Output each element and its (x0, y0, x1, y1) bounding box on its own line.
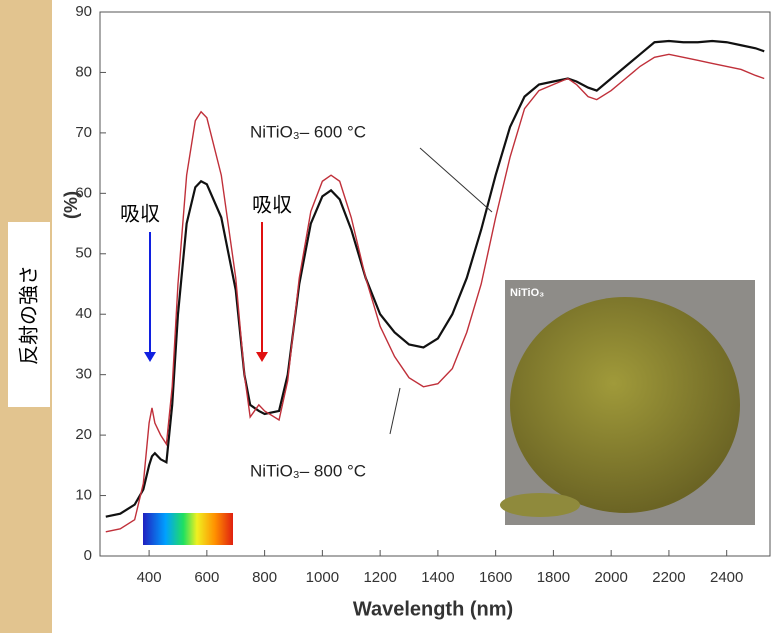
label-arrow (389, 387, 401, 435)
y-tick-label: 0 (84, 547, 92, 564)
x-tick-label: 600 (194, 569, 219, 586)
y-tick-label: 80 (75, 63, 92, 80)
y-tick-label: 70 (75, 124, 92, 141)
x-tick-label: 1800 (537, 569, 570, 586)
x-tick-label: 2200 (652, 569, 685, 586)
x-tick-label: 2000 (594, 569, 627, 586)
y-axis-label-overlay: 反射の強さ (17, 265, 40, 365)
x-tick-label: 1000 (306, 569, 339, 586)
x-tick-label: 400 (137, 569, 162, 586)
x-axis-label: Wavelength (nm) (353, 598, 513, 620)
inset-label: NiTiO₃ (510, 287, 544, 299)
inset-photo: NiTiO₃ (500, 280, 755, 525)
y-tick-label: 50 (75, 245, 92, 262)
y-tick-label: 30 (75, 366, 92, 383)
annotation: 吸収 (252, 193, 292, 216)
annotation-arrowhead (144, 352, 156, 362)
x-tick-label: 1200 (363, 569, 396, 586)
x-tick-label: 1600 (479, 569, 512, 586)
annotation: 吸収 (120, 202, 160, 225)
series-label: NiTiO₃– 800 °C (250, 461, 366, 480)
y-tick-label: 20 (75, 426, 92, 443)
y-tick-label: 60 (75, 184, 92, 201)
x-tick-label: 2400 (710, 569, 743, 586)
label-arrow (419, 147, 493, 213)
y-tick-label: 10 (75, 487, 92, 504)
y-tick-label: 90 (75, 3, 92, 20)
annotation-arrowhead (256, 352, 268, 362)
y-label-box (8, 222, 50, 407)
x-tick-label: 1400 (421, 569, 454, 586)
y-tick-label: 40 (75, 305, 92, 322)
x-tick-label: 800 (252, 569, 277, 586)
spectrum-bar (143, 513, 233, 545)
plot-frame (99, 11, 771, 557)
data-line (105, 53, 765, 533)
y-axis-label: (%) (61, 191, 81, 219)
series-label: NiTiO₃– 600 °C (250, 122, 366, 141)
